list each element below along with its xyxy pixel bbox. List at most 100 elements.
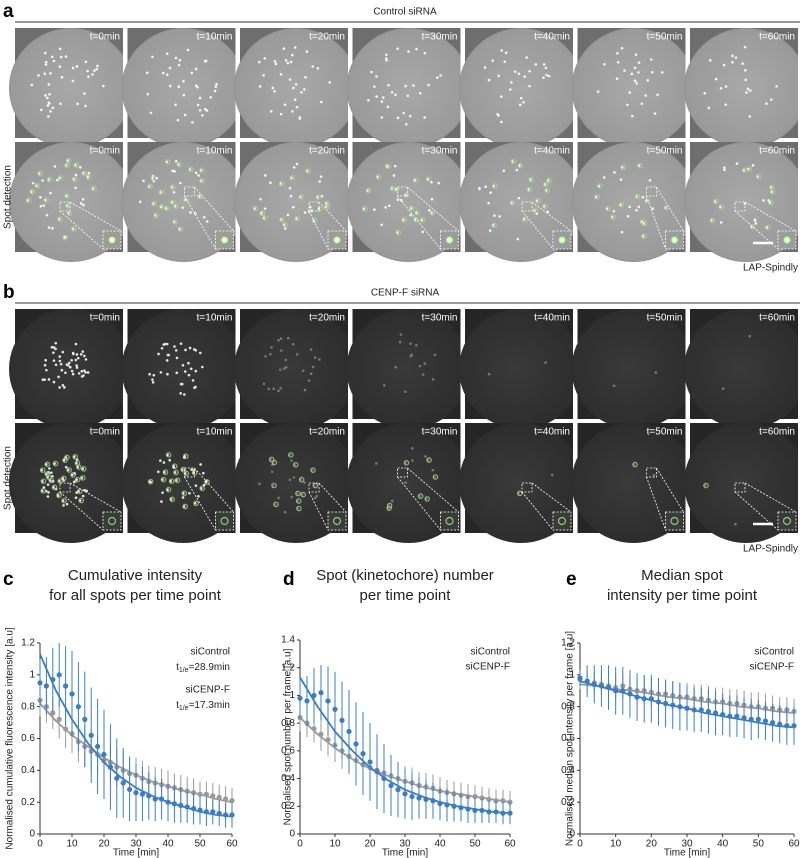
detected-spot [620, 164, 626, 171]
detected-spot [317, 206, 323, 212]
spot [648, 179, 652, 182]
spot [421, 230, 424, 234]
detected-spot [312, 482, 319, 489]
spot [83, 488, 86, 492]
half-life: t1/e=17.3min [176, 700, 230, 712]
spot [172, 190, 176, 194]
time-label: t=50min [647, 146, 683, 157]
spot [503, 60, 507, 64]
x-tick-label: 0 [37, 839, 43, 850]
detected-spot [34, 182, 41, 189]
spot [612, 384, 616, 388]
data-point [762, 718, 769, 724]
spot [328, 81, 332, 84]
detected-spot [25, 197, 32, 204]
roi-box [646, 467, 657, 478]
micrograph: t=10min [121, 423, 246, 543]
x-tick-label: 60 [226, 839, 238, 850]
detected-spot [542, 203, 548, 210]
spot [497, 74, 500, 78]
spot [319, 175, 323, 179]
spot [547, 74, 551, 78]
spot [288, 78, 292, 81]
spot [392, 174, 396, 177]
spot [76, 102, 79, 106]
spot [267, 387, 271, 391]
spot [375, 95, 378, 98]
detected-spot [315, 194, 322, 200]
chart-title: per time point [360, 587, 452, 604]
inset [102, 511, 122, 531]
spot [74, 496, 78, 500]
spot [190, 71, 194, 75]
spot [735, 162, 739, 165]
spot [194, 171, 198, 175]
inset-spot [332, 235, 342, 245]
spot [95, 67, 99, 71]
detected-spot [632, 461, 638, 468]
spot [769, 98, 773, 101]
chart-title: intensity per time point [607, 587, 758, 604]
data-point [353, 741, 359, 747]
spot [373, 208, 376, 211]
spot [320, 100, 323, 104]
cell [459, 309, 583, 429]
spot [157, 470, 160, 474]
detected-spot [534, 197, 541, 204]
detected-spot [425, 176, 432, 182]
data-point [120, 780, 126, 786]
spot [284, 358, 288, 362]
spot [286, 61, 290, 65]
spot [42, 486, 46, 489]
spot [60, 75, 64, 79]
time-label: t=60min [759, 32, 795, 43]
spot [68, 365, 72, 369]
detected-spot [298, 476, 305, 483]
spot [279, 337, 283, 340]
spot [63, 386, 66, 389]
spot [731, 54, 734, 58]
detected-spot [292, 461, 299, 468]
spot [152, 373, 156, 377]
spot [192, 348, 196, 351]
cell [234, 142, 358, 262]
spot [279, 386, 282, 390]
spot [59, 55, 63, 59]
y-tick-label: 0.2 [21, 797, 35, 808]
x-tick-label: 30 [130, 839, 142, 850]
spot [181, 363, 185, 367]
inset-leader [734, 491, 779, 531]
data-point [210, 809, 216, 815]
time-label: t=50min [647, 32, 683, 43]
detected-spot [429, 210, 436, 216]
spot [160, 346, 164, 350]
x-tick-label: 40 [162, 839, 174, 850]
detected-spot [641, 220, 648, 227]
spot [75, 65, 79, 68]
spot [76, 356, 80, 360]
detected-spot [182, 503, 188, 510]
roi-box [59, 201, 71, 212]
spot [293, 46, 297, 49]
row-label: Spot detection [3, 165, 14, 229]
spot [37, 74, 40, 77]
x-tick-label: 60 [788, 839, 800, 850]
spot [626, 214, 630, 218]
spot [382, 384, 386, 387]
detected-spot [709, 217, 716, 224]
detected-spot [637, 162, 643, 169]
detected-spot [64, 162, 70, 169]
spot [290, 495, 293, 499]
spot [263, 207, 267, 210]
detected-spot [594, 194, 600, 200]
spot [39, 195, 42, 199]
spot [177, 63, 181, 67]
inset-spot [670, 235, 679, 245]
spot [418, 364, 422, 368]
spot [603, 62, 606, 66]
caption: LAP-Spindly [743, 263, 798, 274]
detected-spot [159, 204, 165, 210]
roi-box [397, 467, 408, 478]
spot [522, 101, 525, 104]
spot [386, 105, 390, 109]
